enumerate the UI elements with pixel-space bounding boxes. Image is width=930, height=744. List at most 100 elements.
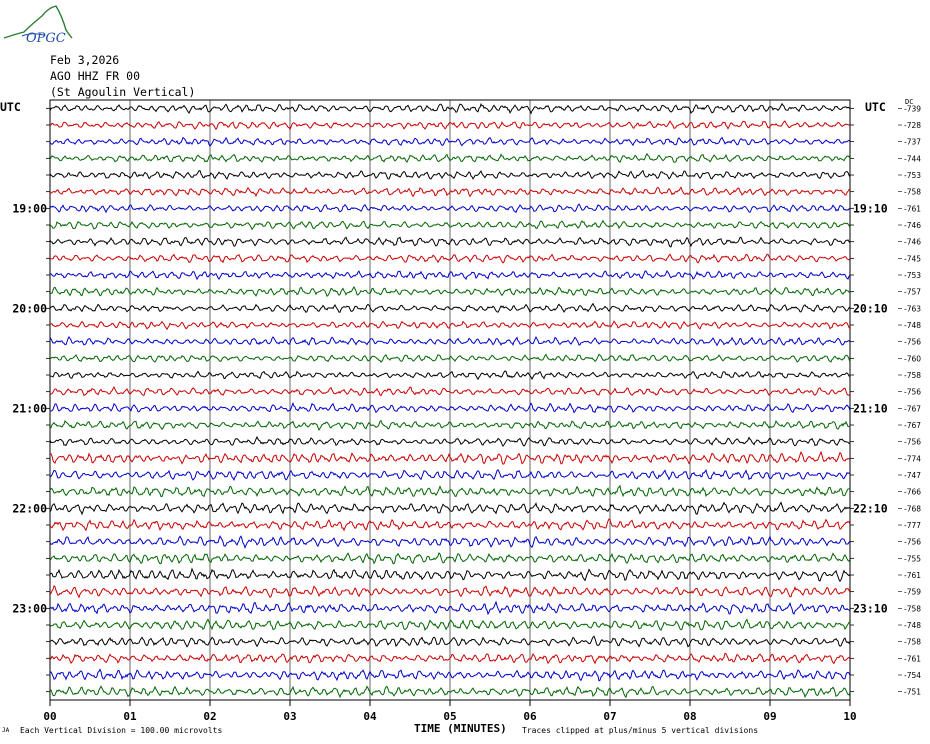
dc-offset-label: -756 <box>904 538 921 547</box>
dc-offset-label: -774 <box>904 454 921 463</box>
dc-offset-label: -739 <box>904 104 921 113</box>
trace-line <box>49 270 851 281</box>
x-tick-label: 01 <box>123 710 137 723</box>
trace-line <box>49 102 851 115</box>
trace-line <box>49 484 851 498</box>
right-hour-label: 21:10 <box>853 401 888 415</box>
dc-offset-label: -767 <box>904 404 921 413</box>
left-hour-label: 22:00 <box>12 501 47 515</box>
dc-offset-label: -756 <box>904 438 921 447</box>
right-hour-label: 23:10 <box>853 601 888 615</box>
dc-offset-label: -760 <box>904 354 921 363</box>
x-tick-label: 06 <box>523 710 537 723</box>
dc-offset-label: -745 <box>904 254 921 263</box>
trace-line <box>49 302 851 314</box>
dc-offset-label: -746 <box>904 238 921 247</box>
trace-line <box>49 203 851 214</box>
dc-offset-label: -754 <box>904 671 921 680</box>
dc-offset-label: -755 <box>904 554 921 563</box>
plot-grid <box>46 99 902 706</box>
left-hour-label: 20:00 <box>12 301 47 315</box>
left-hour-label: 19:00 <box>12 201 47 215</box>
dc-offset-label: -756 <box>904 388 921 397</box>
right-hour-label: 19:10 <box>853 201 888 215</box>
dc-offset-label: -748 <box>904 321 921 330</box>
trace-line <box>49 585 851 599</box>
dc-offset-label: -751 <box>904 688 921 697</box>
dc-offset-label: -761 <box>904 654 921 663</box>
record-date: Feb 3,2026 <box>50 53 120 67</box>
trace-line <box>49 535 851 550</box>
trace-line <box>49 186 851 198</box>
trace-line <box>49 152 851 163</box>
dc-offset-label: -753 <box>904 171 921 180</box>
scale-note: Each Vertical Division = 100.00 microvol… <box>20 726 223 735</box>
dc-offset-label: -763 <box>904 304 921 313</box>
trace-line <box>49 386 851 397</box>
trace-line <box>49 618 851 632</box>
trace-line <box>49 236 851 248</box>
right-hour-label: 22:10 <box>853 501 888 515</box>
logo-text: OPGC <box>26 31 66 44</box>
x-tick-label: 04 <box>363 710 377 723</box>
station-location: (St Agoulin Vertical) <box>50 85 196 99</box>
x-tick-label: 00 <box>43 710 56 723</box>
trace-line <box>49 635 851 648</box>
trace-line <box>49 552 851 565</box>
dc-offset-label: -747 <box>904 471 921 480</box>
dc-offset-label: -728 <box>904 121 921 130</box>
dc-offset-label: -768 <box>904 504 921 513</box>
trace-line <box>49 668 851 682</box>
dc-offset-label: -761 <box>904 571 921 580</box>
x-tick-label: 02 <box>203 710 216 723</box>
left-hour-label: 21:00 <box>12 401 47 415</box>
left-utc-label: UTC <box>0 100 21 114</box>
dc-offset-label: -758 <box>904 188 921 197</box>
trace-line <box>49 336 851 347</box>
trace-line <box>49 169 851 180</box>
x-tick-label: 10 <box>843 710 856 723</box>
right-utc-label: UTC <box>865 100 886 114</box>
trace-line <box>49 219 851 231</box>
trace-line <box>49 120 851 131</box>
trace-line <box>49 320 851 331</box>
dc-offset-label: -748 <box>904 621 921 630</box>
x-tick-label: 09 <box>763 710 776 723</box>
dc-offset-label: -766 <box>904 488 921 497</box>
trace-line <box>49 435 851 448</box>
opgc-logo: OPGC <box>3 5 73 44</box>
dc-offset-label: -761 <box>904 204 921 213</box>
dc-offset-label: -746 <box>904 221 921 230</box>
dc-offset-label: -753 <box>904 271 921 280</box>
trace-line <box>49 285 851 297</box>
trace-line <box>49 685 851 699</box>
trace-line <box>49 468 851 481</box>
dc-offset-label: -758 <box>904 371 921 380</box>
dc-offset-label: -758 <box>904 604 921 613</box>
dc-offset-label: -758 <box>904 638 921 647</box>
x-axis-title: TIME (MINUTES) <box>414 722 507 735</box>
trace-line <box>49 253 851 264</box>
dc-column-label: DC <box>905 98 914 106</box>
dc-offset-label: -756 <box>904 338 921 347</box>
trace-line <box>49 450 851 465</box>
trace-line <box>49 401 851 414</box>
trace-line <box>49 600 851 616</box>
x-tick-label: 08 <box>683 710 696 723</box>
seismic-traces <box>49 102 851 699</box>
dc-offset-label: -777 <box>904 521 921 530</box>
clip-note: Traces clipped at plus/minus 5 vertical … <box>522 726 759 735</box>
trace-line <box>49 370 851 381</box>
x-tick-label: 07 <box>603 710 616 723</box>
trace-line <box>49 567 851 583</box>
station-code: AGO HHZ FR 00 <box>50 69 141 83</box>
right-hour-label: 20:10 <box>853 301 888 315</box>
dc-offset-label: -744 <box>904 154 921 163</box>
dc-offset-label: -737 <box>904 138 921 147</box>
dc-offset-label: -759 <box>904 588 921 597</box>
dc-offset-label: -757 <box>904 288 921 297</box>
x-tick-label: 05 <box>443 710 456 723</box>
dc-offset-label: -767 <box>904 421 921 430</box>
x-tick-label: 03 <box>283 710 296 723</box>
